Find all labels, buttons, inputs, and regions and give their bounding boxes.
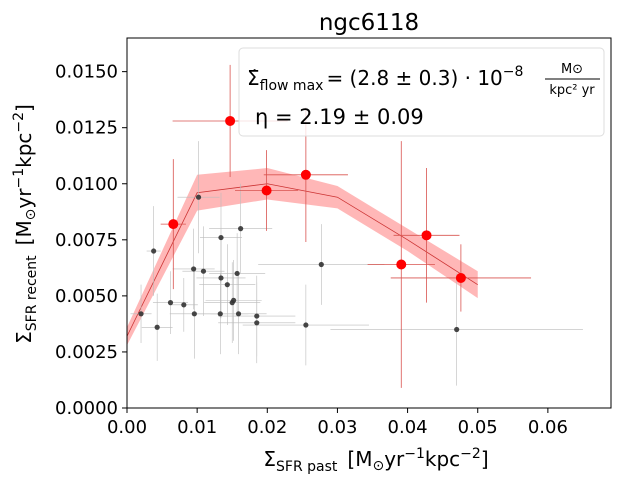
legend-flow-sub: flow max <box>260 78 324 94</box>
black-data-point <box>454 326 460 333</box>
y-tick-label: 0.0125 <box>55 118 118 139</box>
points-layer <box>138 115 466 333</box>
legend-eta-text: η = 2.19 ± 0.09 <box>255 105 424 129</box>
x-tick-label: 0.03 <box>317 417 357 438</box>
x-tick-label: 0.06 <box>528 417 568 438</box>
y-tick-label: 0.0025 <box>55 342 118 363</box>
fit-band <box>127 168 478 346</box>
legend-flow-value: = (2.8 ± 0.3) · 10 <box>326 66 502 90</box>
legend-flow-exp: −8 <box>503 64 524 80</box>
x-tick-label: 0.02 <box>247 417 287 438</box>
black-data-point <box>238 226 244 232</box>
y-axis-label-unit-kpc: kpc <box>12 133 36 168</box>
x-tick-label: 0.00 <box>107 417 147 438</box>
black-data-point <box>154 324 160 330</box>
y-tick-label: 0.0150 <box>55 62 118 83</box>
y-tick-label: 0.0000 <box>55 398 118 419</box>
black-data-point <box>151 248 157 254</box>
black-data-point <box>224 282 230 288</box>
y-axis-label: ΣSFR recent [M⊙yr−1kpc−2] <box>11 104 40 344</box>
x-tick-label: 0.05 <box>458 417 498 438</box>
red-data-point <box>455 272 466 283</box>
x-axis-label-unit-open: [M <box>347 447 372 471</box>
y-ticks: 0.0000 0.0025 0.0050 0.0075 0.0100 0.0125 0.01… <box>55 62 127 419</box>
y-axis-label-unit-open: [M <box>12 220 36 245</box>
black-data-point <box>217 311 223 317</box>
red-data-point <box>168 219 179 230</box>
y-tick-label: 0.0050 <box>55 286 118 307</box>
red-data-point <box>261 185 272 196</box>
x-axis-label-unit-exp1: −1 <box>404 446 425 462</box>
black-data-point <box>318 261 324 268</box>
fit-line <box>126 183 478 337</box>
black-data-point <box>231 297 237 303</box>
y-tick-label: 0.0100 <box>55 174 118 195</box>
red-data-point <box>300 169 311 180</box>
x-axis-label-unit-close: ] <box>481 447 489 471</box>
fit-layer <box>126 168 478 346</box>
x-axis-label-unit-kpc: kpc <box>425 447 460 471</box>
red-data-point <box>225 115 236 126</box>
black-data-point <box>167 300 174 306</box>
legend-flow-text: Σ̇flow max = (2.8 ± 0.3) · 10−8 <box>247 64 523 94</box>
black-data-point <box>254 320 260 326</box>
red-data-point <box>421 230 432 241</box>
x-tick-label: 0.04 <box>388 417 428 438</box>
legend-frac-num: M⊙ <box>561 62 583 77</box>
x-axis-label-unit-yr: yr <box>384 447 405 471</box>
black-data-point <box>181 302 187 308</box>
black-data-point <box>191 311 197 317</box>
black-data-point <box>254 313 260 319</box>
x-axis-label: ΣSFR past [M⊙yr−1kpc−2] <box>263 446 488 475</box>
black-data-point <box>303 322 309 328</box>
y-axis-label-unit-exp2: −2 <box>11 112 27 133</box>
y-axis-label-unit-close: ] <box>12 104 36 112</box>
black-data-point <box>200 268 207 274</box>
y-tick-label: 0.0075 <box>55 230 118 251</box>
black-data-point <box>138 311 144 317</box>
legend-box <box>238 47 605 137</box>
x-ticks: 0.00 0.01 0.02 0.03 0.04 0.05 0.06 <box>107 408 568 438</box>
x-axis-label-sub: SFR past <box>276 459 338 475</box>
black-data-point <box>191 266 197 272</box>
x-axis-label-symbol: Σ <box>263 447 276 471</box>
y-axis-label-unit-exp1: −1 <box>11 168 27 189</box>
black-data-point <box>195 194 202 200</box>
plot-frame <box>126 37 612 409</box>
chart-title: ngc6118 <box>319 10 419 36</box>
red-data-point <box>396 259 407 270</box>
x-axis-label-unit-sun: ⊙ <box>372 458 384 474</box>
black-data-point <box>235 311 242 317</box>
legend-flow-symbol: Σ̇ <box>247 66 260 90</box>
black-data-point <box>218 275 224 281</box>
y-axis-label-unit-yr: yr <box>12 188 36 209</box>
y-axis-label-unit-sun: ⊙ <box>23 209 39 221</box>
x-axis-label-unit-exp2: −2 <box>460 446 481 462</box>
x-tick-label: 0.01 <box>177 417 217 438</box>
y-axis-label-symbol: Σ <box>12 331 36 344</box>
black-data-point <box>234 270 240 277</box>
y-axis-label-sub: SFR recent <box>24 255 40 331</box>
legend-frac-den: kpc² yr <box>549 83 595 98</box>
black-data-point <box>218 234 224 241</box>
